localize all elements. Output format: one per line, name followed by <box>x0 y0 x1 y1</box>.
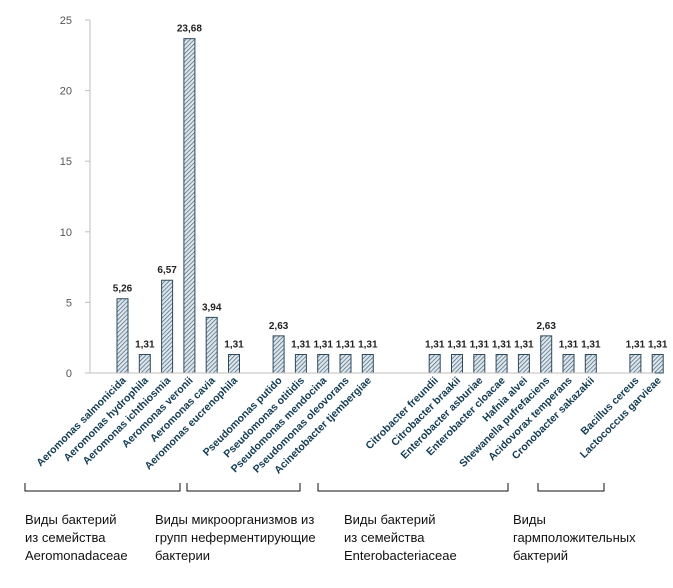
data-label: 1,31 <box>581 340 601 351</box>
group-brackets <box>24 483 605 492</box>
bar <box>138 354 151 374</box>
group-label: Виды гармположительных бактерий <box>513 512 636 563</box>
group-label-line: групп неферментирующие <box>155 530 316 545</box>
group-bracket <box>186 483 301 492</box>
bar <box>540 335 553 374</box>
data-label: 1,31 <box>492 340 512 351</box>
bar <box>317 354 330 374</box>
y-tick-label: 15 <box>60 156 72 168</box>
group-bracket <box>317 483 509 492</box>
data-label: 1,31 <box>648 340 668 351</box>
group-label-line: Aeromonadaceae <box>25 548 128 563</box>
bar <box>584 354 597 374</box>
bar <box>451 354 463 374</box>
group-labels: Виды бактерий из семейства AeromonadaceaeВ… <box>25 512 636 563</box>
bar <box>651 354 664 374</box>
data-label: 1,31 <box>313 340 333 351</box>
group-label-line: гармположительных <box>513 530 636 545</box>
bar <box>205 316 218 374</box>
data-label: 2,63 <box>536 321 556 332</box>
data-label: 1,31 <box>626 340 646 351</box>
data-label: 1,31 <box>291 340 311 351</box>
bar <box>183 38 196 374</box>
data-label: 2,63 <box>269 321 289 332</box>
y-axis: 0 5 10 15 20 25 <box>60 15 91 380</box>
y-tick-label: 0 <box>66 368 72 380</box>
data-label: 1,31 <box>514 340 534 351</box>
bar <box>228 354 240 374</box>
bar <box>116 298 129 374</box>
group-bracket <box>537 483 605 492</box>
group-bracket <box>24 483 181 492</box>
bar <box>473 354 486 374</box>
group-label: Виды бактерий из семейства Enterobacteriac… <box>344 512 457 563</box>
y-tick-label: 25 <box>60 15 72 27</box>
bar <box>495 354 508 374</box>
group-label-line: из семейства <box>25 530 106 545</box>
group-label-line: Виды бактерий <box>25 512 116 527</box>
data-label: 23,68 <box>177 24 202 35</box>
bar <box>517 354 530 374</box>
bar <box>272 335 285 374</box>
data-label: 1,31 <box>470 340 490 351</box>
group-label-line: бактерий <box>513 548 568 563</box>
bar <box>294 354 307 374</box>
data-label: 1,31 <box>336 340 356 351</box>
data-label: 1,31 <box>425 340 445 351</box>
group-label-line: Enterobacteriaceae <box>344 548 457 563</box>
category-label: Aeromonas salmonicida <box>34 375 128 469</box>
data-label: 1,31 <box>358 340 378 351</box>
bar <box>361 354 374 374</box>
bar <box>562 354 575 374</box>
group-label-line: из семейства <box>344 530 425 545</box>
group-label: Виды бактерий из семейства Aeromonadaceae <box>25 512 128 563</box>
data-label: 1,31 <box>447 340 467 351</box>
y-tick-label: 20 <box>60 86 72 98</box>
group-label-line: Виды микроорганизмов из <box>155 512 314 527</box>
data-label: 1,31 <box>559 340 579 351</box>
bar <box>161 279 174 374</box>
y-tick-label: 5 <box>66 297 72 309</box>
bar <box>629 354 642 374</box>
group-label-line: Виды <box>513 512 546 527</box>
data-label: 3,94 <box>202 302 222 313</box>
data-label: 1,31 <box>135 340 155 351</box>
data-label: 5,26 <box>113 284 133 295</box>
bar <box>428 354 441 374</box>
y-tick-label: 10 <box>60 227 72 239</box>
group-label-line: Виды бактерий <box>344 512 435 527</box>
data-label: 6,57 <box>157 265 177 276</box>
group-label-line: бактерии <box>155 548 210 563</box>
group-label: Виды микроорганизмов из групп неферментир… <box>155 512 316 563</box>
bar <box>339 354 352 374</box>
data-label: 1,31 <box>224 340 244 351</box>
